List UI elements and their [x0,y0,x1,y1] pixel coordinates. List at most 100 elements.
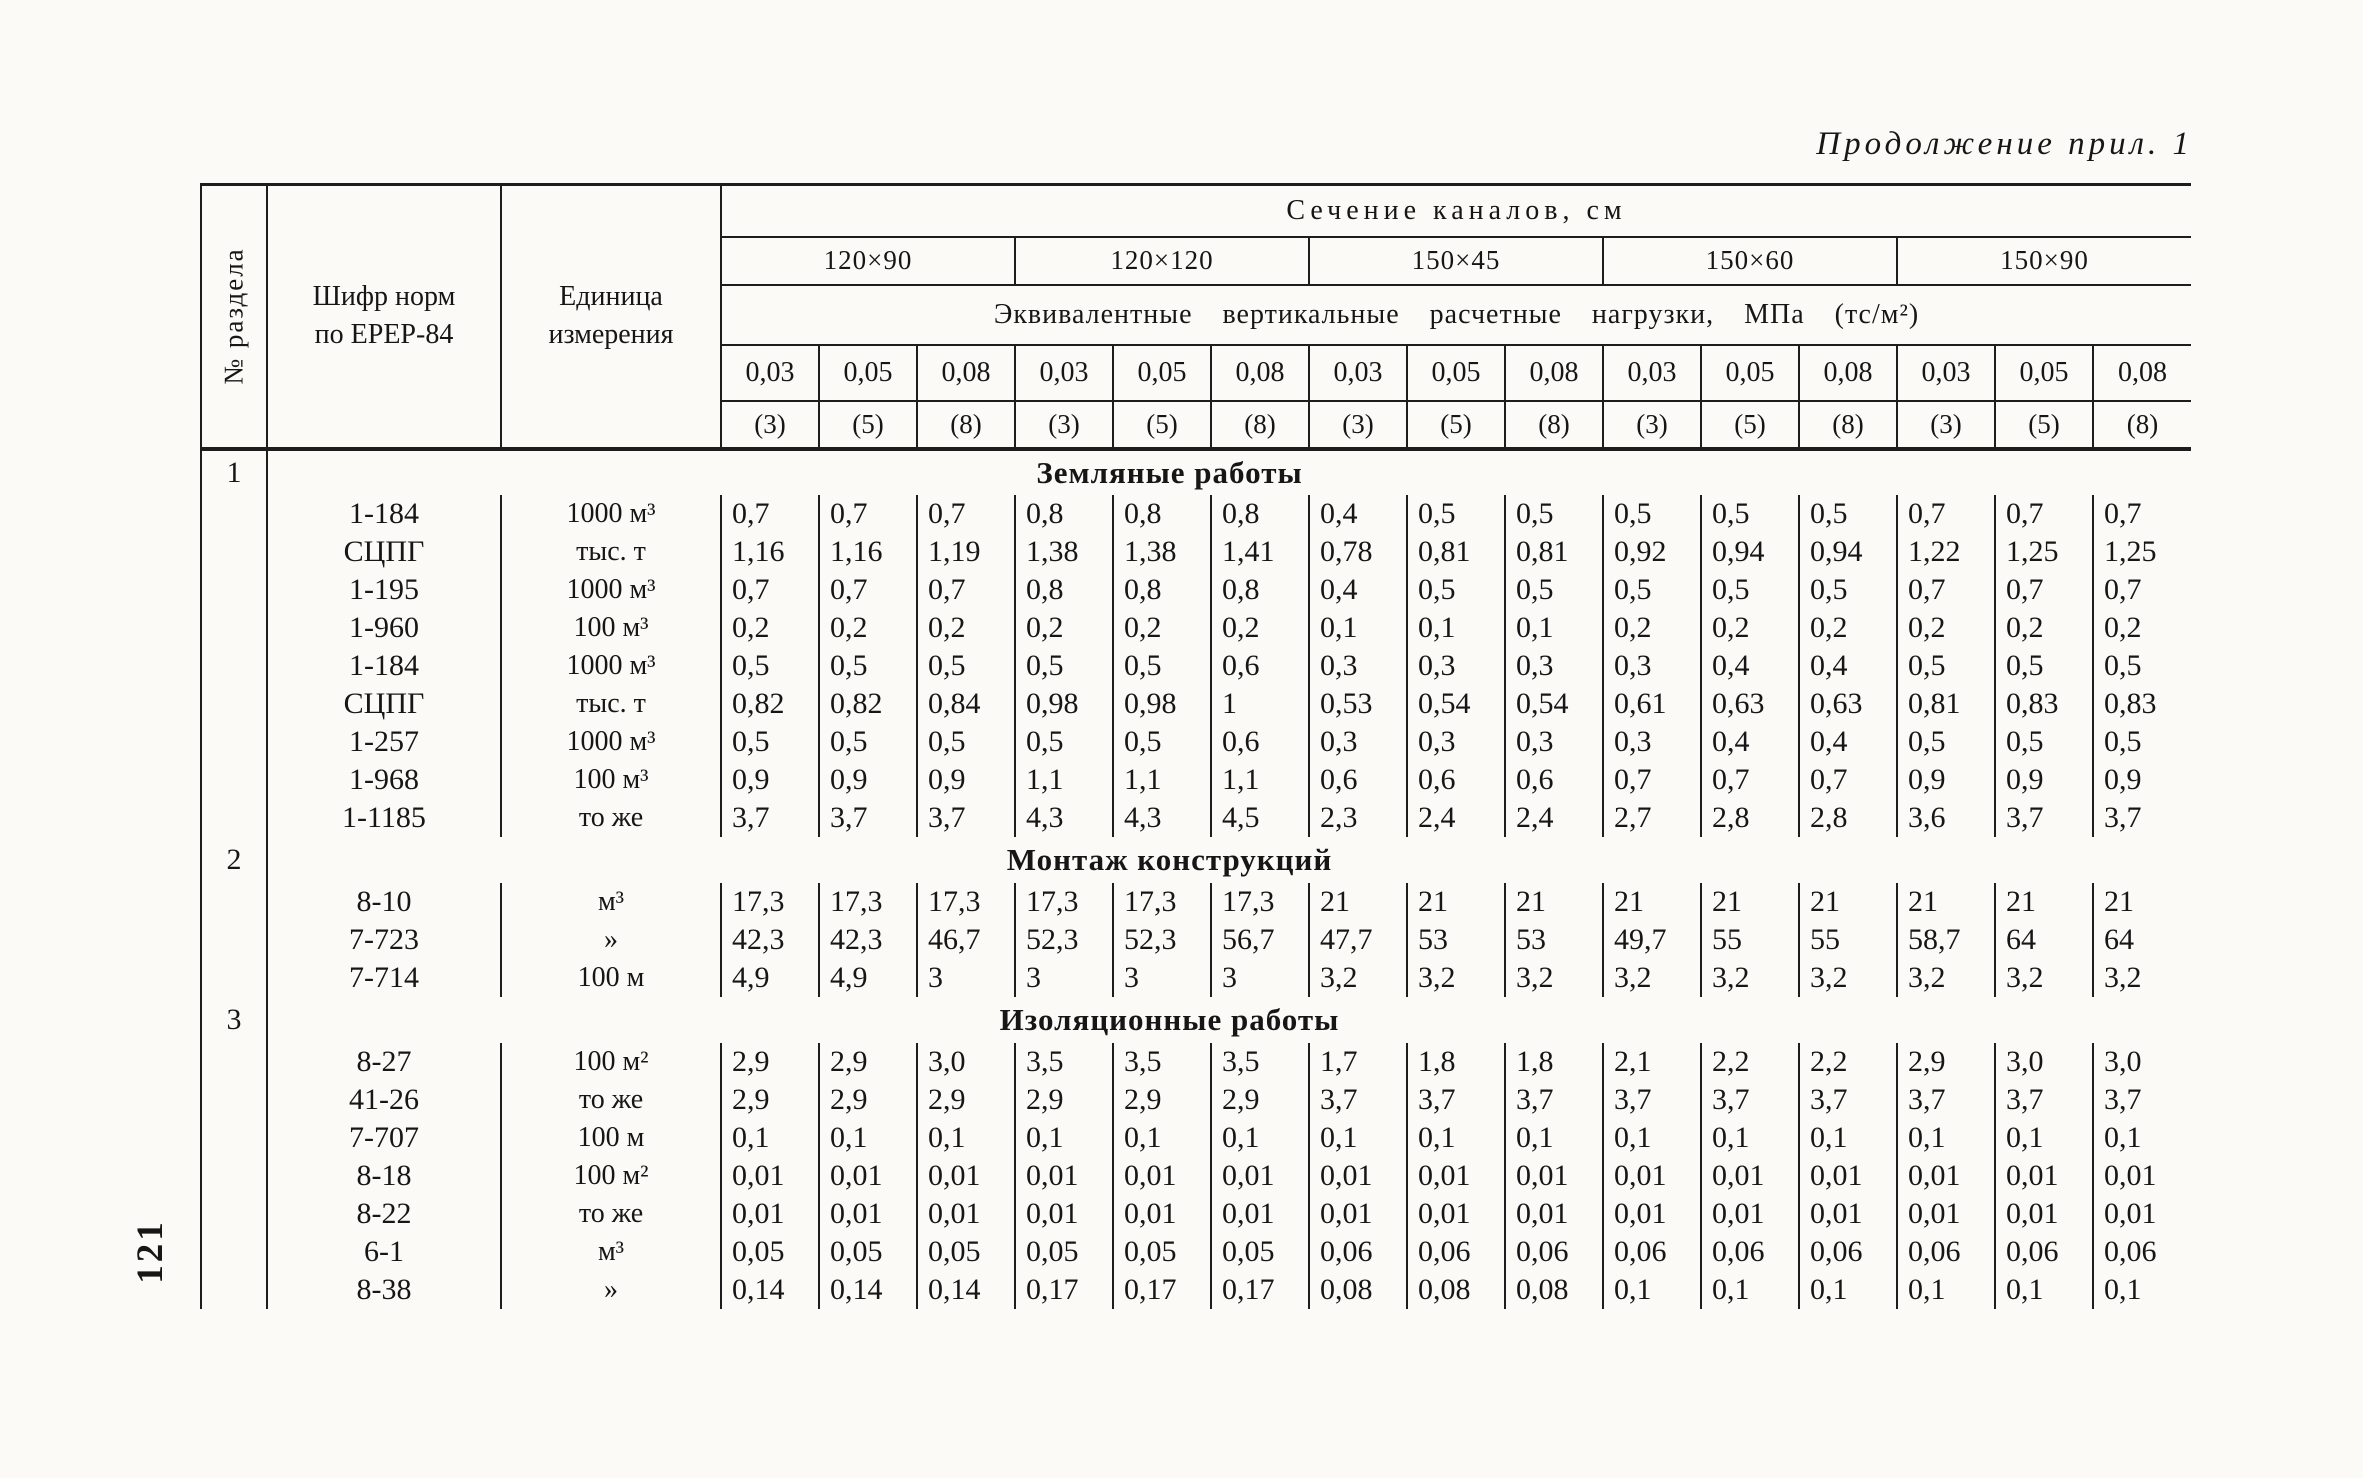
value-cell: 0,6 [1406,760,1505,799]
norm-code: 1-195 [266,570,501,609]
value-cell: 2,2 [1798,1042,1897,1081]
value-cell: 0,06 [1896,1232,1995,1271]
table-row: 1-184 1000 м³ 0,5 0,5 0,5 0,5 0,5 0,6 0,3 0,3 0,3 0… [201,646,2192,685]
value-cell: 0,05 [818,1232,917,1271]
unit-col-header: Единица измерения [500,184,721,451]
value-cell: 0,06 [1994,1232,2093,1271]
value-cell: 0,2 [1896,608,1995,647]
value-cell: 0,1 [1994,1270,2093,1309]
value-cell: 0,7 [1896,570,1995,609]
norm-code: 1-184 [266,494,501,533]
unit: м³ [500,882,721,921]
value-cell: 17,3 [1112,882,1211,921]
value-cell: 0,1 [916,1118,1015,1157]
table-row: 1-968 100 м³ 0,9 0,9 0,9 1,1 1,1 1,1 0,6 0,6 0,6 0,… [201,760,2192,799]
value-cell: 3,7 [1994,1080,2093,1119]
value-cell: 21 [2091,882,2192,921]
load-alt-header: (8) [1798,400,1897,451]
value-cell: 58,7 [1896,920,1995,959]
value-cell: 0,3 [1308,646,1407,685]
size-header: 150×45 [1308,236,1603,286]
value-cell: 17,3 [916,882,1015,921]
value-cell: 2,9 [1210,1080,1309,1119]
value-cell: 3,2 [1994,958,2093,997]
value-cell: 0,14 [818,1270,917,1309]
value-cell: 17,3 [720,882,819,921]
load-header: 0,03 [720,344,819,402]
value-cell: 0,01 [1406,1194,1505,1233]
value-cell: 3 [1210,958,1309,997]
value-cell: 3,7 [1504,1080,1603,1119]
value-cell: 0,2 [818,608,917,647]
section-title: Земляные работы [265,448,2192,495]
value-cell: 17,3 [1210,882,1309,921]
value-cell: 0,01 [1798,1156,1897,1195]
norm-code: СЦПГ [266,532,501,571]
section-title: Монтаж конструкций [265,836,2192,883]
value-cell: 1 [1210,684,1309,723]
value-cell: 0,06 [1406,1232,1505,1271]
value-cell: 0,92 [1602,532,1701,571]
value-cell: 21 [1308,882,1407,921]
value-cell: 64 [2091,920,2192,959]
value-cell: 3,0 [1994,1042,2093,1081]
value-cell: 0,82 [818,684,917,723]
load-header: 0,05 [1994,344,2093,402]
value-cell: 3 [1014,958,1113,997]
value-cell: 3,7 [1406,1080,1505,1119]
value-cell: 42,3 [818,920,917,959]
value-cell: 0,05 [1210,1232,1309,1271]
value-cell: 0,1 [818,1118,917,1157]
unit: то же [500,798,721,837]
value-cell: 0,01 [1406,1156,1505,1195]
value-cell: 0,81 [1504,532,1603,571]
value-cell: 4,5 [1210,798,1309,837]
table-row: 1-257 1000 м³ 0,5 0,5 0,5 0,5 0,5 0,6 0,3 0,3 0,3 0… [201,722,2192,761]
value-cell: 2,9 [1896,1042,1995,1081]
value-cell: 0,01 [1112,1194,1211,1233]
value-cell: 4,3 [1112,798,1211,837]
section-number-spacer [201,921,267,959]
value-cell: 0,1 [1504,1118,1603,1157]
load-alt-header: (5) [1406,400,1505,451]
section-col-header: № раздела [201,184,267,451]
value-cell: 0,83 [2091,684,2192,723]
load-header: 0,03 [1896,344,1995,402]
value-cell: 42,3 [720,920,819,959]
section-number-spacer [201,883,267,921]
value-cell: 0,2 [1994,608,2093,647]
value-cell: 0,94 [1798,532,1897,571]
value-cell: 0,61 [1602,684,1701,723]
value-cell: 2,9 [720,1080,819,1119]
table-row: 1-1185 то же 3,7 3,7 3,7 4,3 4,3 4,5 2,3 2,4 2,4 2,… [201,798,2192,837]
value-cell: 1,25 [1994,532,2093,571]
value-cell: 0,5 [1014,646,1113,685]
value-cell: 0,83 [1994,684,2093,723]
value-cell: 0,01 [1798,1194,1897,1233]
section-header-row: 2 Монтаж конструкций [201,836,2192,883]
value-cell: 0,17 [1210,1270,1309,1309]
unit: 100 м² [500,1156,721,1195]
value-cell: 0,01 [1014,1194,1113,1233]
value-cell: 0,6 [1504,760,1603,799]
norm-code: 7-723 [266,920,501,959]
value-cell: 0,5 [1700,494,1799,533]
value-cell: 0,9 [1896,760,1995,799]
value-cell: 0,1 [1994,1118,2093,1157]
value-cell: 0,01 [2091,1156,2192,1195]
unit: 100 м [500,1118,721,1157]
loads-title: Эквивалентные вертикальные расчетные наг… [719,284,2192,346]
value-cell: 2,9 [916,1080,1015,1119]
value-cell: 0,8 [1210,570,1309,609]
table-row: 8-10 м³ 17,3 17,3 17,3 17,3 17,3 17,3 21 21 21 21 21… [201,882,2192,921]
value-cell: 0,5 [1798,570,1897,609]
value-cell: 0,1 [1700,1118,1799,1157]
value-cell: 0,7 [720,570,819,609]
value-cell: 0,53 [1308,684,1407,723]
value-cell: 0,3 [1504,722,1603,761]
unit: тыс. т [500,532,721,571]
value-cell: 0,1 [1700,1270,1799,1309]
value-cell: 21 [1994,882,2093,921]
load-header: 0,05 [1406,344,1505,402]
unit: 100 м² [500,1042,721,1081]
